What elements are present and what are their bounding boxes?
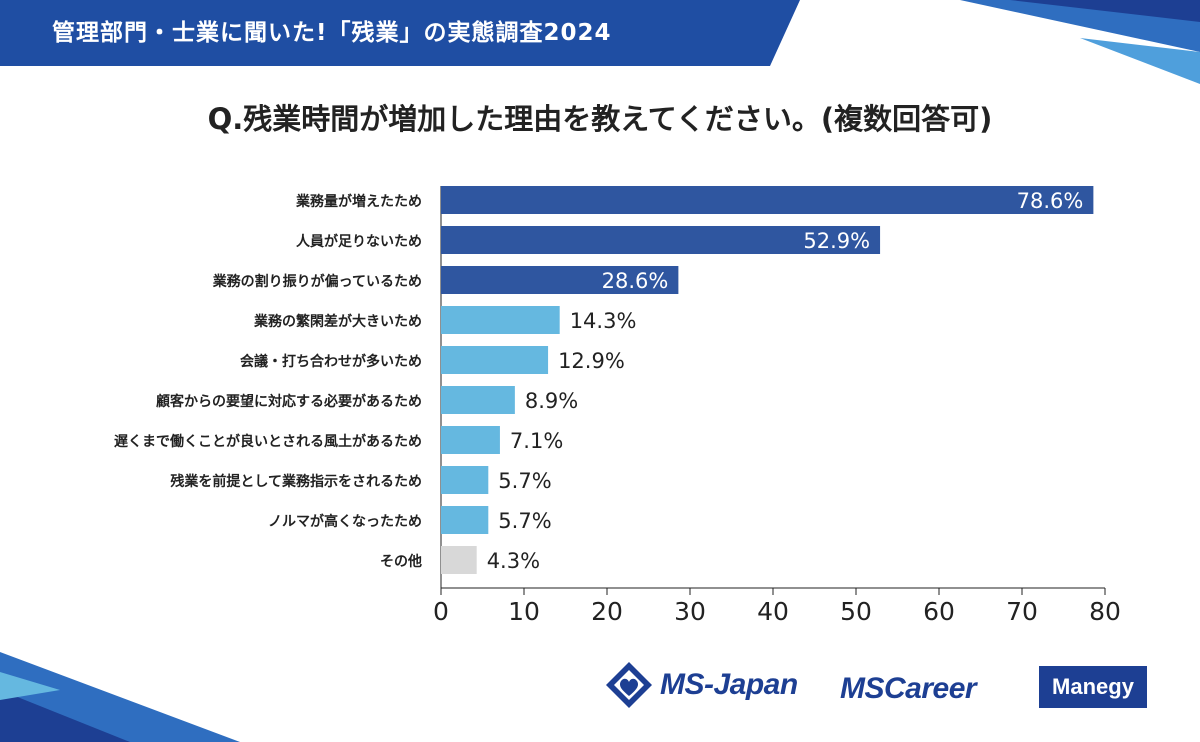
- category-label: 顧客からの要望に対応する必要があるため: [156, 393, 422, 410]
- ms-japan-logo: MS-Japan: [604, 660, 798, 710]
- x-tick-label: 40: [757, 597, 789, 626]
- bar: [441, 546, 477, 574]
- bar: [441, 226, 881, 254]
- category-label: 人員が足りないため: [296, 233, 422, 250]
- data-label: 5.7%: [498, 509, 551, 533]
- corner-stripe-top-3: [1080, 38, 1200, 84]
- header-banner: [0, 0, 800, 66]
- x-tick-label: 0: [433, 597, 449, 626]
- ms-japan-text: MS-Japan: [660, 668, 798, 701]
- category-label: 遅くまで働くことが良いとされる風土があるため: [114, 433, 422, 450]
- category-label: 業務の繁閑差が大きいため: [253, 313, 422, 330]
- x-tick-label: 50: [840, 597, 872, 626]
- data-label: 28.6%: [602, 269, 669, 293]
- bar: [441, 426, 500, 454]
- bar: [441, 266, 679, 294]
- category-label: ノルマが高くなったため: [268, 513, 422, 530]
- data-label: 8.9%: [525, 389, 578, 413]
- corner-stripe-bottom-3: [0, 672, 60, 700]
- ms-career-logo: MSCareer: [840, 672, 977, 705]
- x-tick-label: 70: [1006, 597, 1038, 626]
- category-label: 業務の割り振りが偏っているため: [212, 273, 422, 290]
- data-label: 12.9%: [558, 349, 625, 373]
- x-tick-label: 10: [508, 597, 540, 626]
- bar: [441, 306, 560, 334]
- category-label: その他: [380, 553, 422, 570]
- data-label: 5.7%: [498, 469, 551, 493]
- bar: [441, 466, 489, 494]
- bar: [441, 186, 1094, 214]
- question-title: Q.残業時間が増加した理由を教えてください。(複数回答可): [207, 102, 993, 136]
- corner-stripe-top-2: [1010, 0, 1200, 22]
- data-label: 4.3%: [487, 549, 540, 573]
- bar: [441, 346, 549, 374]
- data-label: 52.9%: [803, 229, 870, 253]
- data-label: 7.1%: [510, 429, 563, 453]
- category-label: 残業を前提として業務指示をされるため: [170, 473, 422, 490]
- category-label: 業務量が増えたため: [295, 193, 422, 210]
- manegy-logo: Manegy: [1037, 664, 1149, 710]
- bar: [441, 506, 489, 534]
- x-tick-label: 60: [923, 597, 955, 626]
- ms-japan-diamond-icon: [604, 660, 654, 710]
- header-title: 管理部門・士業に聞いた!「残業」の実態調査2024: [52, 20, 612, 46]
- data-label: 78.6%: [1017, 189, 1084, 213]
- x-tick-label: 20: [591, 597, 623, 626]
- x-tick-label: 30: [674, 597, 706, 626]
- corner-stripe-bottom-2: [0, 690, 130, 742]
- bar: [441, 386, 515, 414]
- data-label: 14.3%: [570, 309, 637, 333]
- category-label: 会議・打ち合わせが多いため: [240, 353, 422, 370]
- x-tick-label: 80: [1089, 597, 1121, 626]
